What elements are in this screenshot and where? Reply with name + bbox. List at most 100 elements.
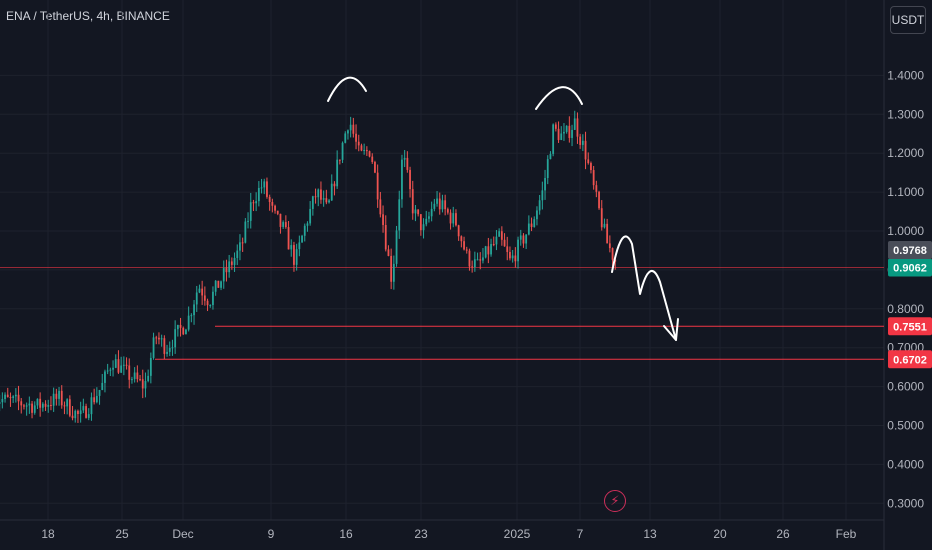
candle-body: [274, 205, 276, 211]
candle-body: [436, 198, 438, 204]
candle-body: [104, 371, 106, 383]
candle-body: [71, 415, 74, 419]
candle-body: [606, 223, 609, 244]
candle-body: [360, 145, 363, 151]
double-top-arc-right[interactable]: [535, 86, 583, 110]
candle-body: [284, 222, 287, 228]
candle-body: [565, 125, 568, 132]
candle-body: [176, 324, 179, 330]
candle-body: [468, 250, 471, 267]
candle-body: [527, 223, 530, 235]
candle-body: [136, 372, 139, 380]
x-tick-label: 2025: [504, 527, 531, 541]
candle-body: [255, 201, 258, 204]
candle-body: [174, 329, 177, 348]
candle-body: [298, 242, 301, 250]
candle-body: [171, 347, 174, 349]
candle-body: [579, 136, 582, 145]
candle-body: [131, 379, 133, 381]
candle-body: [4, 394, 6, 399]
candle-body: [282, 222, 285, 227]
candle-body: [128, 365, 131, 380]
candle-body: [571, 129, 573, 138]
candle-body: [476, 259, 479, 261]
candle-body: [525, 234, 528, 244]
candle-body: [236, 250, 239, 258]
candle-body: [549, 153, 552, 160]
candle-body: [347, 130, 349, 134]
candle-body: [233, 257, 236, 265]
candle-body: [66, 399, 69, 407]
candle-body: [82, 406, 85, 411]
candle-body: [463, 241, 465, 250]
y-tick-label: 1.2000: [887, 146, 924, 160]
candle-body: [77, 410, 79, 415]
x-tick-label: 18: [41, 527, 55, 541]
candle-body: [158, 337, 160, 340]
double-top-arc-left[interactable]: [327, 76, 367, 102]
candle-body: [357, 141, 360, 146]
candle-body: [365, 149, 368, 152]
candle-body: [90, 397, 93, 415]
candle-body: [414, 209, 417, 214]
candle-body: [355, 133, 357, 142]
candle-body: [230, 261, 233, 265]
chart-title: ENA / TetherUS, 4h, BINANCE: [6, 9, 170, 23]
candle-body: [522, 235, 525, 244]
x-tick-label: 20: [713, 527, 727, 541]
candle-body: [39, 398, 42, 408]
candle-body: [58, 390, 60, 399]
lightning-icon[interactable]: ⚡: [604, 490, 626, 512]
candle-body: [117, 359, 120, 373]
currency-button[interactable]: USDT: [890, 6, 926, 34]
candle-body: [147, 375, 150, 381]
candle-body: [279, 213, 282, 227]
candle-body: [257, 187, 260, 202]
candle-body: [212, 291, 214, 305]
candle-body: [6, 394, 9, 398]
candle-body: [390, 255, 393, 282]
candle-body: [395, 230, 398, 264]
candle-body: [490, 244, 492, 255]
candle-body: [492, 244, 495, 246]
candle-body: [268, 196, 271, 203]
candle-body: [344, 133, 347, 143]
candle-body: [31, 403, 33, 413]
candle-body: [247, 220, 249, 222]
x-tick-label: 16: [339, 527, 353, 541]
candle-body: [584, 140, 587, 160]
candle-body: [160, 338, 163, 340]
candle-body: [430, 208, 433, 217]
candle-body: [293, 245, 295, 265]
y-tick-label: 1.4000: [887, 68, 924, 82]
candle-body: [206, 300, 209, 306]
candle-body: [349, 124, 352, 131]
projection-arrow[interactable]: [611, 235, 677, 341]
candle-body: [182, 327, 185, 335]
candle-body: [155, 337, 158, 339]
candle-body: [125, 364, 128, 366]
candle-body: [560, 133, 563, 140]
x-tick-label: 13: [643, 527, 657, 541]
candle-body: [495, 236, 498, 245]
candle-body: [444, 200, 447, 210]
candle-body: [309, 208, 312, 224]
candle-body: [220, 281, 222, 288]
candle-body: [85, 406, 87, 418]
candle-body: [120, 365, 123, 373]
candle-body: [241, 242, 244, 244]
candle-body: [50, 405, 52, 407]
candle-body: [149, 357, 152, 376]
candle-body: [595, 185, 598, 192]
candle-body: [222, 268, 225, 282]
candle-body: [538, 200, 541, 211]
x-tick-label: 23: [414, 527, 428, 541]
candle-body: [1, 398, 4, 403]
candle-body: [533, 219, 536, 227]
candle-body: [214, 280, 217, 292]
candle-body: [338, 159, 341, 161]
candle-body: [152, 337, 155, 358]
candle-body: [374, 161, 376, 173]
candle-body: [563, 131, 565, 134]
